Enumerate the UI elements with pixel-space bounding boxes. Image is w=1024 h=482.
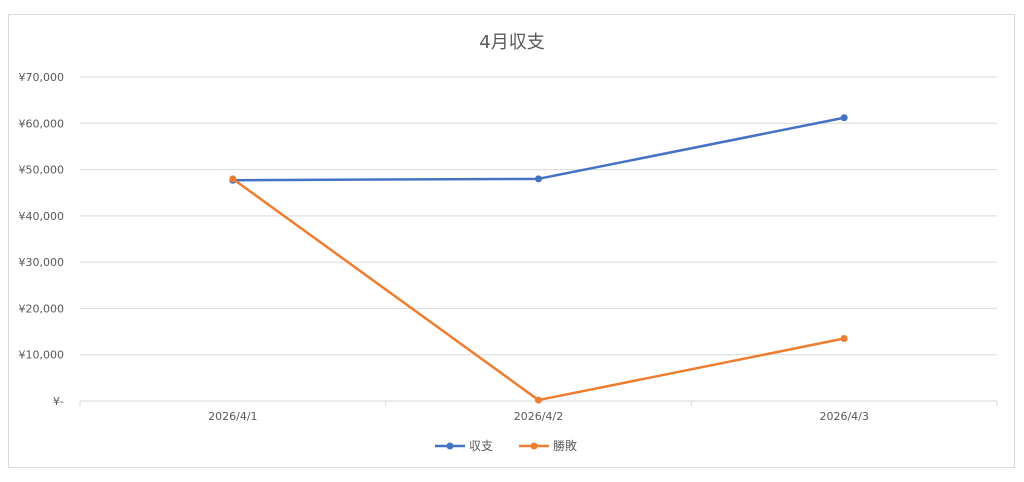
data-point — [229, 175, 237, 183]
y-axis: ¥- ¥10,000 ¥20,000 ¥30,000 ¥40,000 ¥50,000 ¥60… — [19, 71, 65, 408]
data-point — [840, 114, 848, 122]
y-tick-label: ¥50,000 — [19, 164, 65, 177]
legend-marker — [446, 442, 454, 450]
y-tick-label: ¥20,000 — [19, 302, 65, 315]
y-tick-label: ¥40,000 — [19, 210, 65, 223]
series-line — [231, 116, 846, 182]
x-tick-label: 2026/4/3 — [819, 410, 868, 423]
series-勝敗 — [229, 175, 848, 404]
legend-item: 勝敗 — [519, 438, 577, 453]
series-line — [231, 177, 846, 402]
gridlines — [80, 76, 997, 356]
legend: 収支 勝敗 — [435, 438, 577, 453]
series-layer — [229, 114, 848, 404]
x-tick-label: 2026/4/2 — [514, 410, 563, 423]
data-point — [840, 335, 848, 343]
y-tick-label: ¥60,000 — [19, 117, 65, 130]
legend-label: 勝敗 — [553, 438, 577, 453]
series-収支 — [229, 114, 848, 184]
y-tick-label: ¥10,000 — [19, 349, 65, 362]
y-tick-label: ¥- — [53, 395, 64, 408]
y-tick-label: ¥30,000 — [19, 256, 65, 269]
legend-item: 収支 — [435, 439, 493, 453]
x-tick-label: 2026/4/1 — [208, 410, 257, 423]
y-tick-label: ¥70,000 — [19, 71, 65, 84]
x-axis: 2026/4/1 2026/4/2 2026/4/3 — [79, 400, 998, 423]
data-point — [535, 396, 542, 404]
legend-label: 収支 — [469, 439, 493, 453]
legend-marker — [530, 442, 538, 450]
data-point — [535, 175, 542, 183]
chart-frame — [8, 14, 1015, 468]
chart-title: 4月収支 — [479, 32, 544, 53]
